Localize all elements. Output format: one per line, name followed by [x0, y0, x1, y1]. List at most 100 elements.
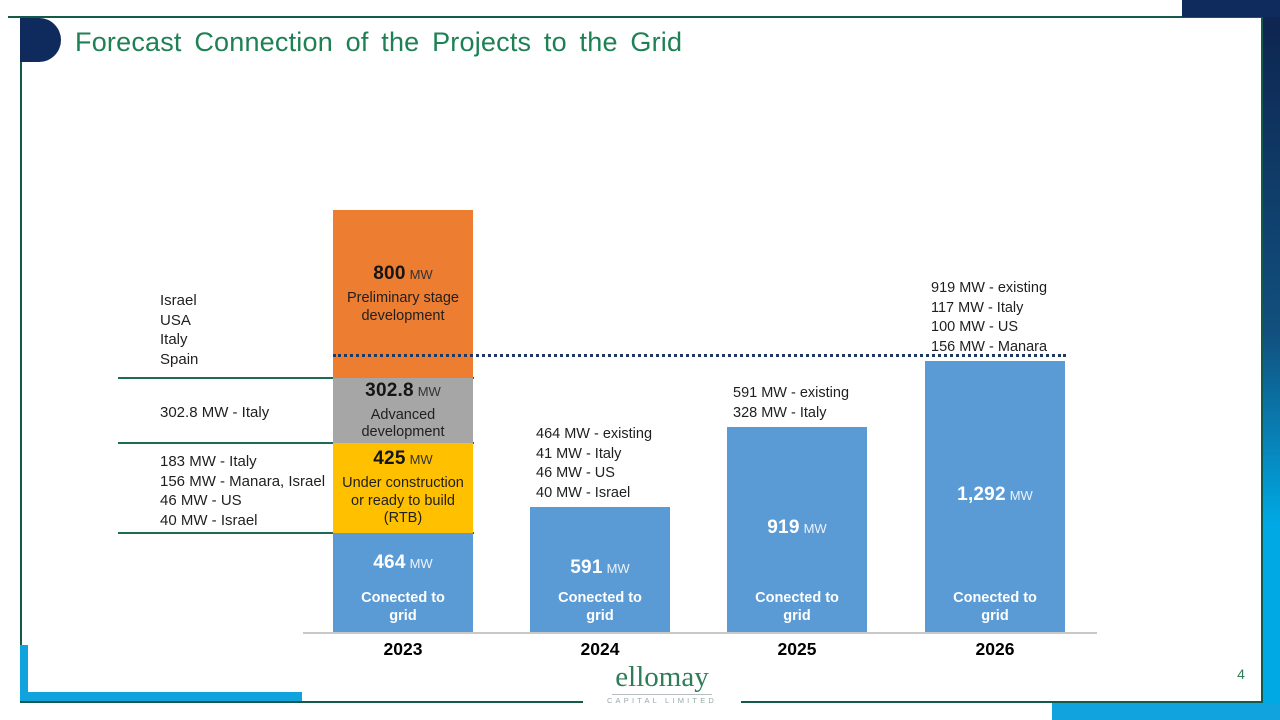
column-annotation: 464 MW - existing 41 MW - Italy 46 MW - US…	[536, 425, 652, 503]
column-annotation-line: 464 MW - existing	[536, 426, 653, 442]
column-annotation: 591 MW - existing 328 MW - Italy	[733, 384, 849, 423]
segment-label-line: grid	[389, 608, 417, 624]
segment-value-unit: MW	[417, 383, 441, 399]
frame-top-line	[8, 16, 1263, 18]
column-annotation-line: 100 MW - US	[931, 319, 1019, 335]
right-gradient-stripe	[1263, 17, 1280, 720]
segment-separator-line	[118, 442, 474, 444]
segment-value-number: 464	[373, 551, 406, 573]
segment-label-line: (RTB)	[383, 510, 423, 527]
segment-value: 1,292 MW	[925, 484, 1065, 506]
segment-value-unit: MW	[606, 560, 630, 576]
segment-label-line: Conected to	[755, 590, 839, 606]
segment-label: Conected to grid	[333, 589, 473, 625]
column-annotation-line: 46 MW - US	[536, 465, 615, 481]
left-annotation-line: 302.8 MW - Italy	[160, 404, 270, 421]
column-annotation-line: 40 MW - Israel	[536, 484, 631, 501]
segment-label: Preliminary stage development	[347, 290, 459, 325]
column-annotation-line: 41 MW - Italy	[536, 445, 622, 462]
segment-label-line: grid	[586, 608, 614, 624]
segment-value-number: 591	[570, 556, 603, 578]
year-label: 2026	[975, 639, 1015, 659]
year-label: 2023	[383, 639, 423, 659]
segment-label-line: Conected to	[361, 590, 445, 606]
left-annotation-group: 183 MW - Italy 156 MW - Manara, Israel 46 …	[160, 452, 325, 530]
column-annotation-line: 919 MW - existing	[931, 280, 1048, 296]
bar-segment: 302.8 MW Advanced development	[333, 378, 473, 443]
left-annotation-group: 302.8 MW - Italy	[160, 403, 269, 423]
segment-value: 591 MW	[530, 557, 670, 579]
column-annotation: 919 MW - existing 117 MW - Italy 100 MW - …	[931, 279, 1047, 357]
segment-value-unit: MW	[409, 555, 433, 571]
segment-label-line: Preliminary stage	[346, 290, 459, 306]
segment-label-line: Conected to	[953, 590, 1037, 606]
segment-value: 800 MW	[373, 263, 432, 285]
bar-segment: 591 MW Conected to grid	[530, 507, 670, 632]
logo-wordmark: ellomay	[612, 662, 712, 695]
segment-label: Advanced development	[361, 407, 444, 442]
segment-label-line: Conected to	[558, 590, 642, 606]
left-annotation-line: Italy	[160, 331, 188, 348]
x-axis-line	[303, 632, 1097, 634]
bar-segment: 800 MW Preliminary stage development	[333, 210, 473, 378]
left-annotation-line: 40 MW - Israel	[160, 511, 258, 529]
title-bullet-shape	[20, 18, 61, 62]
segment-label-line: or ready to build	[351, 492, 455, 509]
bar-segment: 1,292 MW Conected to grid	[925, 361, 1065, 632]
segment-label: Conected to grid	[530, 589, 670, 625]
frame-left-line	[20, 16, 22, 646]
logo-subtitle: CAPITAL LIMITED	[606, 696, 718, 705]
segment-value-unit: MW	[409, 267, 433, 282]
left-annotation-group: Israel USA Italy Spain	[160, 291, 198, 369]
segment-value: 425 MW	[373, 448, 432, 470]
bottom-left-cyan-stripe-vertical	[20, 645, 28, 701]
page-title: Forecast Connection of the Projects to t…	[75, 27, 683, 57]
segment-value-number: 302.8	[365, 379, 414, 401]
segment-label-line: Advanced	[370, 406, 436, 423]
bottom-left-cyan-stripe-horizontal	[20, 692, 302, 701]
left-annotation-line: USA	[160, 311, 191, 329]
segment-label-line: Under construction	[342, 475, 464, 492]
left-annotation-line: 46 MW - US	[160, 492, 242, 509]
left-annotation-line: 156 MW - Manara, Israel	[160, 472, 326, 490]
segment-value-unit: MW	[409, 452, 433, 468]
bar-segment: 425 MW Under construction or ready to build…	[333, 443, 473, 533]
left-annotation-line: Israel	[160, 292, 197, 309]
segment-value-unit: MW	[803, 520, 827, 536]
year-label: 2025	[777, 639, 817, 659]
segment-label: Under construction or ready to build (RTB)	[342, 475, 464, 528]
segment-value-number: 425	[373, 448, 406, 470]
segment-value: 302.8 MW	[365, 380, 441, 402]
column-annotation-line: 156 MW - Manara	[931, 338, 1048, 355]
forecast-dotted-line	[333, 354, 1066, 357]
segment-separator-line	[118, 532, 474, 534]
segment-value-number: 919	[767, 516, 800, 538]
segment-value-number: 1,292	[957, 483, 1006, 505]
column-annotation-line: 328 MW - Italy	[733, 404, 827, 421]
column-annotation-line: 117 MW - Italy	[931, 299, 1024, 316]
left-annotation-line: Spain	[160, 350, 199, 368]
segment-value: 919 MW	[727, 517, 867, 539]
frame-right-line	[1261, 16, 1263, 703]
segment-label-line: grid	[783, 608, 811, 624]
column-annotation-line: 591 MW - existing	[733, 385, 850, 401]
segment-label-line: grid	[981, 608, 1009, 624]
year-label: 2024	[580, 639, 620, 659]
segment-value-unit: MW	[1009, 487, 1033, 503]
segment-label: Conected to grid	[727, 589, 867, 625]
segment-label: Conected to grid	[925, 589, 1065, 625]
page-number: 4	[1237, 666, 1245, 682]
top-right-navy-block	[1182, 0, 1280, 17]
bottom-right-cyan-block	[1052, 703, 1280, 720]
segment-label-line: development	[361, 424, 445, 440]
ellomay-logo: ellomay CAPITAL LIMITED	[583, 662, 741, 705]
segment-label-line: development	[361, 307, 445, 324]
segment-value: 464 MW	[333, 552, 473, 574]
bar-segment: 464 MW Conected to grid	[333, 533, 473, 632]
segment-separator-line	[118, 377, 474, 379]
left-annotation-line: 183 MW - Italy	[160, 453, 257, 470]
bar-segment: 919 MW Conected to grid	[727, 427, 867, 632]
segment-value-number: 800	[373, 263, 406, 284]
